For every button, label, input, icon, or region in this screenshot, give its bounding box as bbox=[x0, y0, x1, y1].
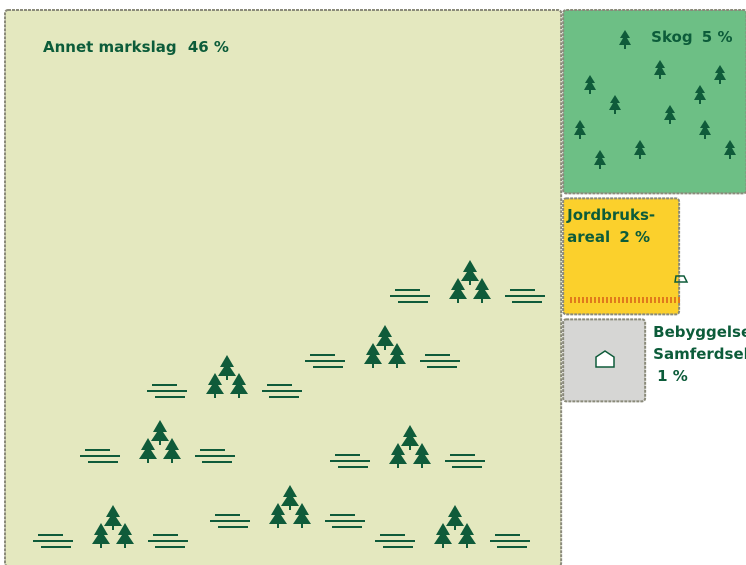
value-label: 5 % bbox=[701, 28, 733, 46]
label: Jordbruks-areal 2 % bbox=[567, 204, 667, 248]
category-name: Bebyggelse Samferdsel bbox=[653, 323, 746, 364]
square bbox=[562, 9, 746, 195]
value-label: 2 % bbox=[619, 228, 651, 247]
square bbox=[4, 9, 563, 565]
category-name: Skog bbox=[651, 28, 693, 46]
decoration bbox=[32, 30, 736, 549]
label: Annet markslag 46 % bbox=[43, 36, 303, 58]
label: Skog 5 % bbox=[651, 26, 741, 48]
category-name: Annet markslag bbox=[43, 38, 177, 56]
squares bbox=[4, 9, 746, 565]
category-name: Jordbruks-areal bbox=[567, 206, 656, 247]
value-label: 46 % bbox=[187, 38, 229, 56]
label: Bebyggelse Samferdsel 1 % bbox=[653, 321, 746, 387]
square bbox=[562, 197, 681, 316]
value-label: 1 % bbox=[657, 367, 688, 386]
